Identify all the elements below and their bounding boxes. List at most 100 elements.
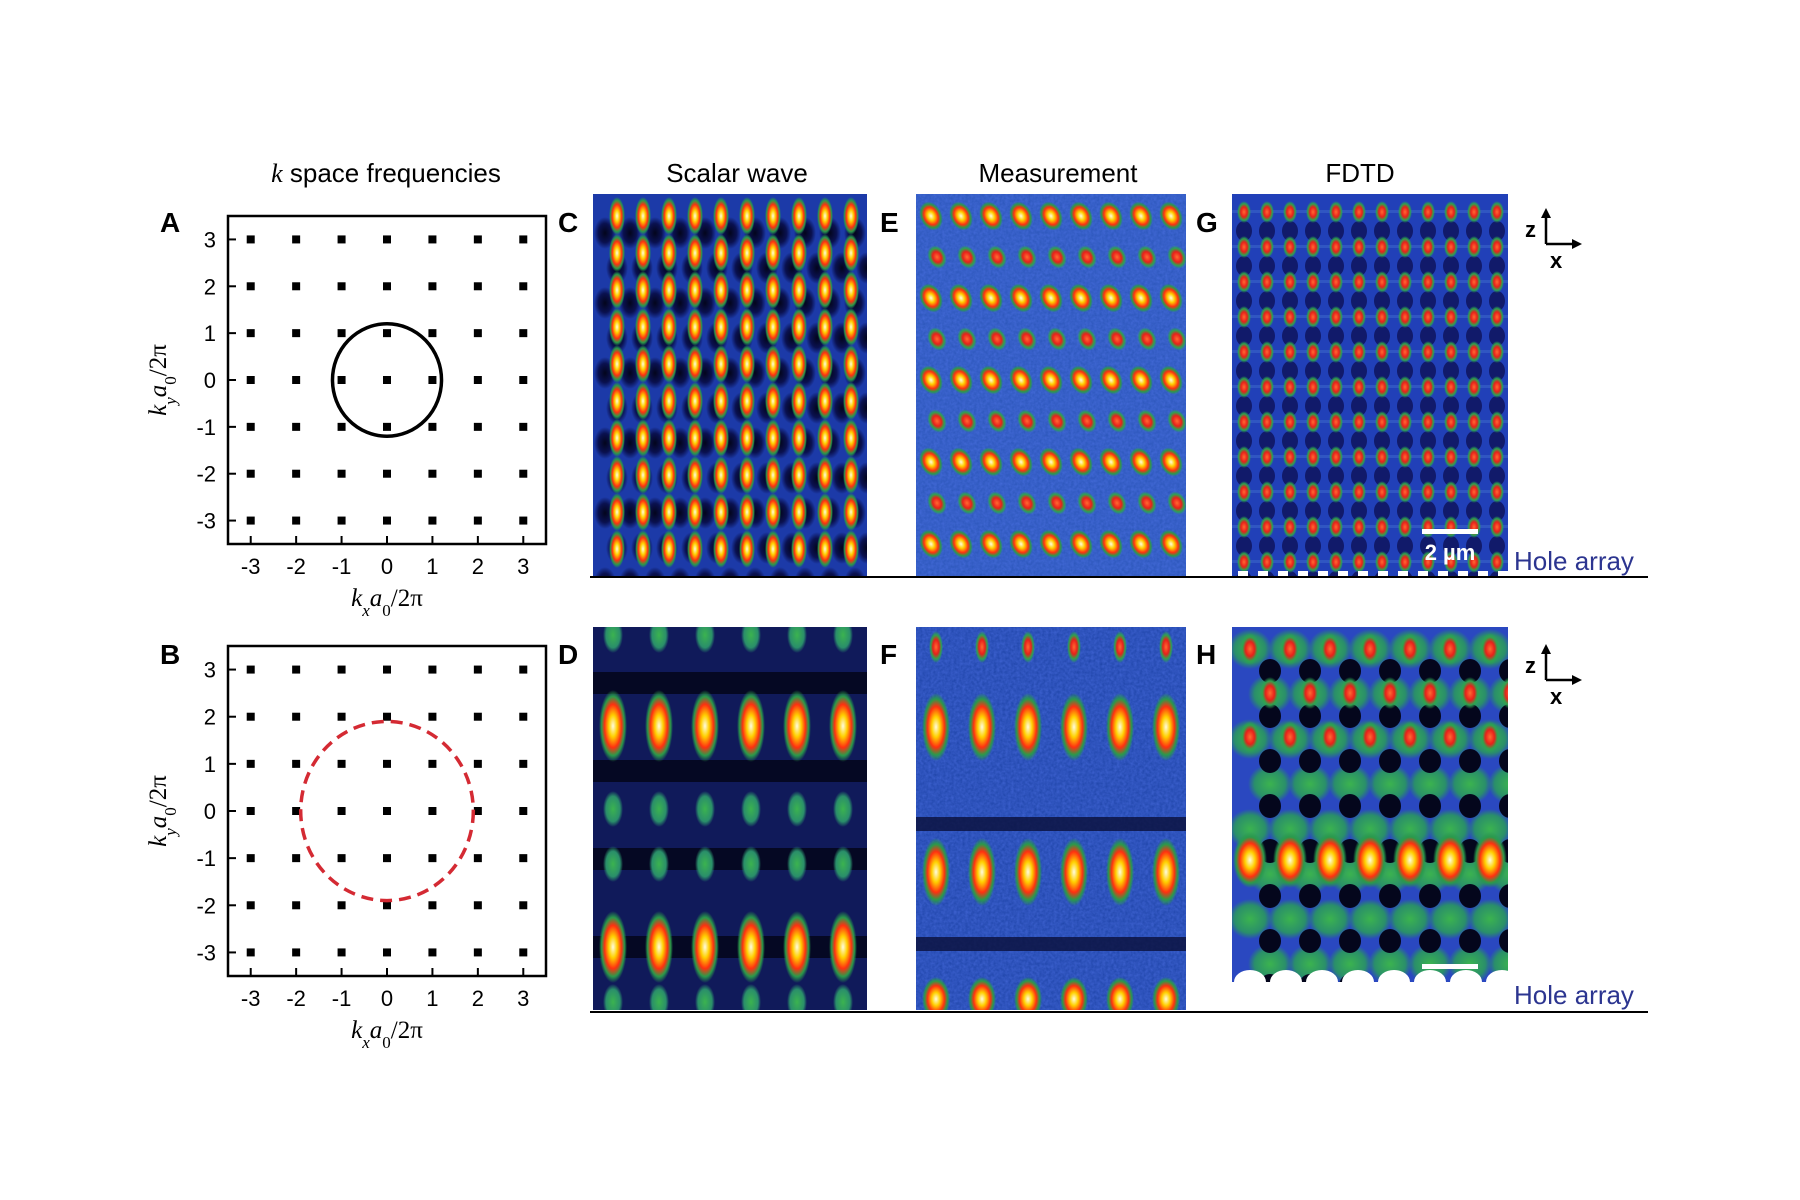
field-maximum [1329,516,1343,538]
field-maximum [635,345,651,383]
field-minimum [1236,396,1252,416]
measured-hotspot [1009,283,1033,313]
lattice-point [292,759,301,768]
hole [1338,571,1348,577]
lattice-point [383,759,391,768]
measured-hotspot [1060,838,1088,906]
lattice-point [428,516,437,525]
field-maximum [1421,201,1435,223]
lattice-point [428,235,437,244]
measured-hotspot [979,283,1003,313]
measured-hotspot [927,409,947,433]
hole [1418,571,1428,577]
field-maximum [609,234,625,272]
field-minimum [1282,291,1298,311]
field-maximum [1490,306,1504,328]
field-maximum [1306,446,1320,468]
field-maximum [1500,677,1508,709]
lattice-point [337,948,346,957]
field-minimum [1351,396,1367,416]
field-minimum [669,567,691,577]
field-maximum [791,234,807,272]
field-minimum [1374,361,1390,381]
field-maximum [661,493,677,531]
field-maximum [1320,721,1340,753]
field-maximum [687,308,703,346]
measured-hotspot [1129,529,1153,559]
field-maximum [661,456,677,494]
field-maximum [1360,721,1380,753]
axes-indicator-bottom: z x [1525,644,1582,709]
lattice-point [337,807,346,815]
field-minimum [1466,431,1482,451]
field-minimum [1259,536,1275,556]
field-maximum [817,530,833,568]
field-minimum [1499,659,1508,683]
field-maximum [713,456,729,494]
scalar-wave-map-c [593,194,867,577]
lattice-point [292,807,301,815]
field-maximum [1490,236,1504,258]
field-maximum [783,911,811,983]
measurement-map-f [916,627,1186,1010]
field-maximum [739,345,755,383]
lattice-point [337,469,346,478]
field-maximum [691,911,719,983]
field-minimum [1419,884,1441,908]
column-title-k-space: k space frequencies [271,158,501,188]
field-minimum [1351,361,1367,381]
field-maximum [817,382,833,420]
field-minimum [1305,536,1321,556]
lattice-point [428,759,437,768]
field-maximum [1421,551,1435,573]
field-maximum [599,690,627,762]
lattice-point [473,759,482,768]
field-maximum [1306,306,1320,328]
hole [1358,571,1368,577]
field-maximum [1237,236,1251,258]
field-maximum [1440,633,1460,665]
field-maximum [609,345,625,383]
field-maximum [1398,481,1412,503]
field-minimum [1499,749,1508,773]
field-maximum [1421,376,1435,398]
field-maximum [1444,236,1458,258]
measured-hotspot [968,838,996,906]
field-minimum [1282,221,1298,241]
field-minimum [1374,291,1390,311]
field-maximum [1467,446,1481,468]
field-minimum [1328,396,1344,416]
field-maximum [1283,306,1297,328]
field-maximum [1398,551,1412,573]
field-maximum [1444,411,1458,433]
field-maximum [695,627,715,653]
field-minimum [1489,501,1505,521]
field-maximum [1460,677,1480,709]
field-maximum [1375,446,1389,468]
field-maximum [739,271,755,309]
field-minimum [1443,501,1459,521]
panel-label-g: G [1196,207,1218,238]
field-maximum [1237,306,1251,328]
field-minimum [1305,221,1321,241]
hole-array-label-bottom: Hole array [1514,980,1634,1010]
field-minimum [1282,256,1298,276]
column-title-scalar-wave: Scalar wave [666,158,808,188]
field-maximum [791,271,807,309]
green-lobe [1428,899,1472,939]
field-maximum [1420,677,1440,709]
fdtd-map-h [1232,627,1508,1010]
field-maximum [1260,516,1274,538]
measured-hotspot [1077,491,1097,515]
field-minimum [1259,256,1275,276]
dark-band [593,760,867,782]
lattice-point [337,759,346,768]
dark-band [916,817,1186,831]
lattice-point [292,516,301,525]
field-maximum [1329,376,1343,398]
measured-hotspot [957,327,977,351]
x-tick-label: 3 [517,986,529,1011]
field-minimum [856,462,867,494]
field-minimum [1419,794,1441,818]
field-maximum [1237,446,1251,468]
